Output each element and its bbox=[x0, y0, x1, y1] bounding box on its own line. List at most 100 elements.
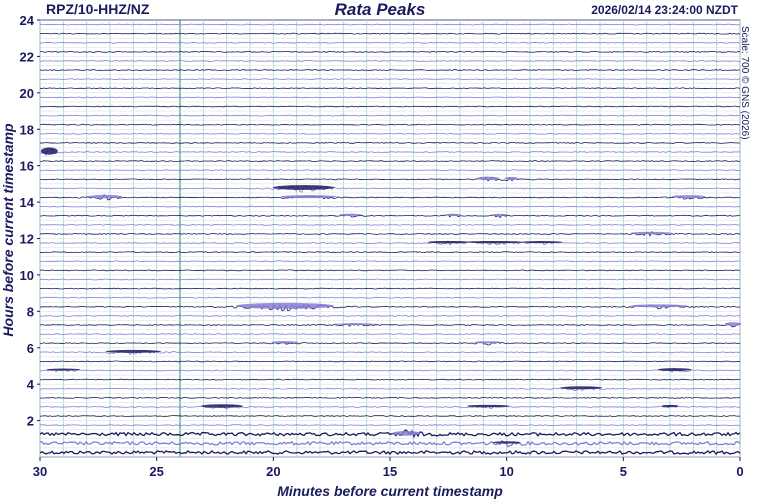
trace-row bbox=[39, 367, 740, 373]
trace-row bbox=[39, 169, 741, 172]
seismic-event bbox=[474, 341, 502, 344]
trace-row bbox=[39, 114, 741, 117]
seismic-event bbox=[630, 231, 673, 235]
seismic-event bbox=[467, 404, 509, 408]
trace-row bbox=[39, 78, 741, 81]
seismic-event bbox=[630, 304, 687, 308]
current-timestamp: 2026/02/14 23:24:00 NZDT bbox=[591, 3, 738, 17]
trace-row bbox=[40, 213, 740, 219]
seismic-event bbox=[40, 147, 58, 155]
x-tick-label: 30 bbox=[33, 464, 47, 479]
seismic-event bbox=[201, 404, 243, 408]
x-tick-label: 5 bbox=[620, 464, 627, 479]
seismic-event bbox=[444, 213, 462, 216]
seismic-event bbox=[520, 241, 563, 244]
seismic-event bbox=[724, 322, 742, 326]
seismic-event bbox=[280, 195, 337, 199]
trace-row bbox=[39, 404, 741, 410]
trace-row bbox=[39, 69, 740, 71]
y-tick-label: 22 bbox=[20, 49, 34, 64]
trace-row bbox=[39, 32, 741, 35]
trace-row bbox=[39, 223, 740, 226]
seismic-event bbox=[491, 213, 509, 216]
x-tick-label: 25 bbox=[149, 464, 163, 479]
y-tick-label: 18 bbox=[20, 122, 34, 137]
trace-row bbox=[39, 322, 740, 328]
seismic-event bbox=[671, 195, 706, 199]
seismic-event bbox=[46, 368, 81, 371]
trace-row bbox=[39, 194, 741, 201]
seismic-event bbox=[492, 441, 521, 444]
trace-row bbox=[39, 60, 741, 62]
x-tick-label: 10 bbox=[499, 464, 513, 479]
seismic-event bbox=[427, 240, 470, 244]
y-tick-label: 14 bbox=[20, 195, 35, 210]
trace-row bbox=[39, 87, 741, 90]
trace-row bbox=[39, 123, 741, 126]
trace-row bbox=[39, 278, 741, 281]
y-tick-label: 20 bbox=[20, 86, 34, 101]
seismic-event bbox=[476, 176, 500, 181]
x-tick-label: 0 bbox=[736, 464, 743, 479]
trace-row bbox=[39, 251, 740, 254]
seismic-event bbox=[339, 213, 362, 217]
trace-row bbox=[39, 160, 740, 163]
seismic-event bbox=[236, 302, 334, 309]
trace-row bbox=[39, 378, 740, 381]
seismic-event bbox=[560, 386, 603, 390]
y-tick-label: 2 bbox=[27, 414, 34, 429]
trace-row bbox=[39, 396, 741, 399]
seismic-event bbox=[657, 368, 692, 372]
x-axis-label: Minutes before current timestamp bbox=[277, 483, 503, 499]
trace-row bbox=[39, 333, 741, 335]
y-tick-label: 6 bbox=[27, 341, 34, 356]
y-tick-label: 24 bbox=[20, 13, 35, 28]
trace-row bbox=[39, 341, 741, 346]
trace-row bbox=[40, 50, 741, 53]
trace-row bbox=[39, 360, 741, 363]
trace-row bbox=[39, 205, 741, 208]
trace-row bbox=[39, 41, 741, 44]
trace-row bbox=[39, 23, 741, 26]
x-tick-label: 20 bbox=[266, 464, 280, 479]
seismic-event bbox=[272, 185, 335, 190]
trace-row bbox=[39, 428, 741, 439]
trace-row bbox=[40, 230, 741, 237]
trace-row bbox=[39, 439, 741, 448]
trace-row bbox=[39, 96, 741, 99]
trace-row bbox=[39, 105, 741, 108]
trace-row bbox=[39, 260, 741, 263]
seismic-event bbox=[467, 240, 523, 244]
trace-row bbox=[39, 415, 741, 417]
trace-row bbox=[39, 303, 741, 312]
trace-row bbox=[39, 424, 740, 427]
trace-row bbox=[39, 176, 741, 182]
chart-title: Rata Peaks bbox=[334, 0, 426, 19]
station-code: RPZ/10-HHZ/NZ bbox=[46, 1, 150, 17]
trace-row bbox=[39, 132, 741, 135]
y-tick-label: 4 bbox=[27, 377, 35, 392]
seismic-event bbox=[661, 404, 679, 408]
y-tick-label: 10 bbox=[20, 268, 34, 283]
trace-row bbox=[39, 296, 741, 299]
seismic-event bbox=[88, 194, 123, 199]
seismic-event bbox=[105, 349, 162, 353]
y-tick-label: 12 bbox=[20, 232, 34, 247]
seismic-event bbox=[504, 176, 519, 180]
x-tick-label: 15 bbox=[383, 464, 397, 479]
trace-row bbox=[39, 287, 741, 290]
trace-row bbox=[39, 240, 741, 247]
seismic-event bbox=[271, 341, 299, 344]
trace-row bbox=[39, 314, 741, 317]
trace-row bbox=[39, 269, 741, 272]
y-tick-label: 8 bbox=[27, 304, 34, 319]
seismic-event bbox=[334, 323, 376, 325]
y-tick-label: 16 bbox=[20, 159, 34, 174]
trace-row bbox=[39, 449, 741, 455]
trace-row bbox=[39, 386, 741, 392]
seismic-event bbox=[392, 430, 421, 436]
trace-row bbox=[39, 146, 741, 157]
trace-row bbox=[39, 185, 741, 193]
trace-row bbox=[39, 142, 741, 144]
